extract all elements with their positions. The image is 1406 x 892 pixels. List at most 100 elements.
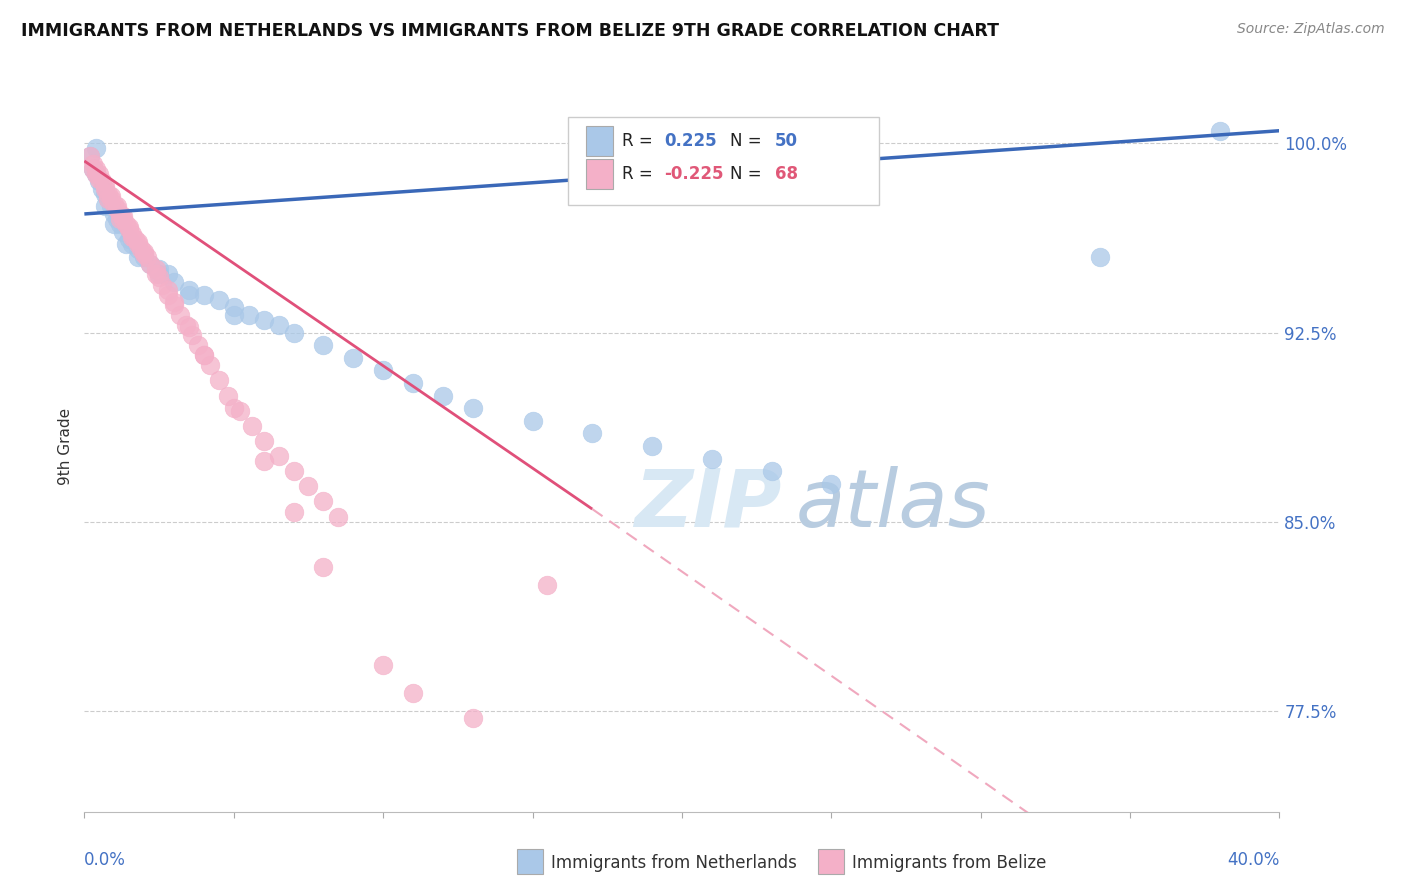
Text: Immigrants from Netherlands: Immigrants from Netherlands [551,854,797,871]
Point [118,222,141,236]
Point [132,250,156,264]
Point [432,388,454,402]
Point [177,320,200,334]
Point [148,262,170,277]
Point [283,326,305,340]
Point [328,509,350,524]
Point [820,476,842,491]
Point [132,244,156,259]
Point [193,348,215,362]
Text: 68: 68 [775,165,799,183]
Point [124,232,146,246]
Point [145,262,167,277]
Y-axis label: 9th Grade: 9th Grade [58,408,73,484]
Point [222,300,245,314]
Point [129,242,152,256]
Point [112,225,135,239]
Point [581,426,603,441]
Text: Source: ZipAtlas.com: Source: ZipAtlas.com [1237,22,1385,37]
Point [100,189,122,203]
Point [127,250,149,264]
Point [145,268,167,282]
Point [283,464,305,478]
Text: N =: N = [730,132,766,150]
Text: atlas: atlas [796,466,990,543]
Point [157,283,180,297]
Point [169,308,191,322]
Point [91,182,114,196]
Point [89,171,111,186]
Point [187,338,209,352]
Point [91,174,114,188]
Point [112,210,135,224]
Point [700,451,723,466]
Point [240,418,263,433]
Point [148,270,170,285]
Point [198,359,221,373]
Text: IMMIGRANTS FROM NETHERLANDS VS IMMIGRANTS FROM BELIZE 9TH GRADE CORRELATION CHAR: IMMIGRANTS FROM NETHERLANDS VS IMMIGRANT… [21,22,1000,40]
Text: 40.0%: 40.0% [1227,851,1279,869]
Point [157,268,180,282]
Point [312,560,335,574]
Point [127,242,149,256]
Point [193,348,215,362]
Point [94,182,117,196]
Point [86,141,108,155]
Point [121,227,143,241]
Text: ZIP: ZIP [634,466,782,543]
Point [89,174,111,188]
Point [148,268,170,282]
Point [100,199,122,213]
Point [118,232,141,246]
Point [89,167,111,181]
Point [79,149,101,163]
Point [115,237,138,252]
Point [94,199,117,213]
Point [82,161,104,176]
Point [177,287,200,301]
Point [373,363,395,377]
Text: 0.0%: 0.0% [84,851,127,869]
Point [312,338,335,352]
Point [163,298,186,312]
Point [208,293,231,307]
Point [217,388,239,402]
Point [253,434,276,448]
Text: R =: R = [623,132,658,150]
Point [115,217,138,231]
Point [1209,124,1232,138]
Point [342,351,364,365]
Text: Immigrants from Belize: Immigrants from Belize [852,854,1046,871]
Point [157,287,180,301]
Point [86,167,108,181]
Point [86,161,108,176]
Point [105,212,128,227]
Point [105,202,128,216]
Point [253,313,276,327]
Text: -0.225: -0.225 [664,165,724,183]
Point [105,199,128,213]
Point [181,328,204,343]
Point [238,308,260,322]
Point [150,277,173,292]
Point [110,212,132,227]
Point [127,235,149,249]
Point [121,237,143,252]
Point [228,403,252,417]
Point [193,287,215,301]
Point [253,454,276,468]
Point [312,494,335,508]
Point [86,167,108,181]
Point [461,711,484,725]
Text: 0.225: 0.225 [664,132,717,150]
Point [132,247,156,261]
Point [208,373,231,387]
Point [97,192,120,206]
Point [402,686,425,700]
Point [222,308,245,322]
Point [283,505,305,519]
Text: 50: 50 [775,132,799,150]
Point [163,275,186,289]
Point [267,449,290,463]
Point [163,295,186,310]
